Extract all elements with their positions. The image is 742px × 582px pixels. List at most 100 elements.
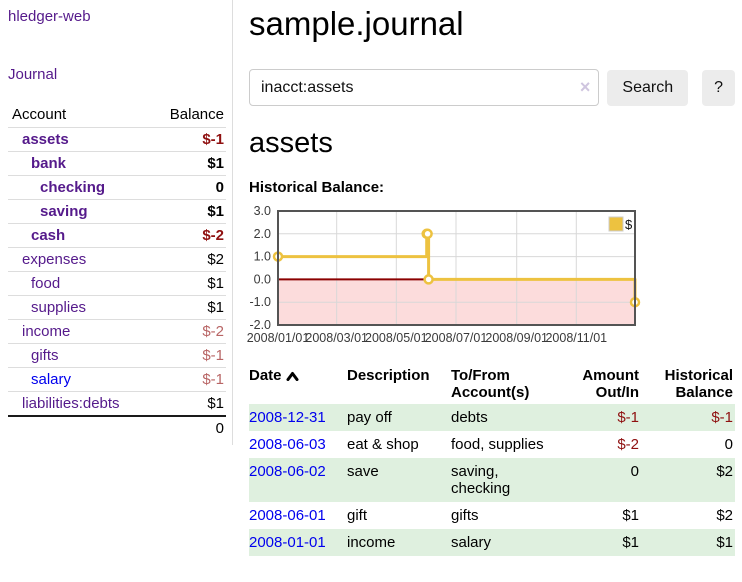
clear-search-icon[interactable]: ×: [579, 77, 591, 97]
transaction-description: eat & shop: [347, 436, 419, 453]
account-row: gifts $-1: [8, 343, 226, 368]
historical-balance-label: Historical Balance:: [249, 179, 385, 196]
transaction-balance: $2: [716, 463, 733, 480]
register-table: Date Description To/From Account(s) Amou…: [249, 364, 735, 556]
account-balance: $1: [150, 151, 226, 176]
transaction-date-link[interactable]: 2008-06-03: [249, 436, 326, 453]
account-row: expenses $2: [8, 247, 226, 272]
accounts-header-account: Account: [8, 103, 151, 128]
accounts-total-value: 0: [150, 414, 226, 440]
search-button[interactable]: Search: [607, 69, 689, 106]
data-point: [423, 274, 434, 285]
transaction-date-link[interactable]: 2008-01-01: [249, 534, 326, 551]
transaction-description: income: [347, 534, 396, 551]
transaction-balance: 0: [724, 436, 733, 453]
x-axis-tick-label: 2008/05/01: [365, 331, 428, 345]
y-axis-tick-label: 0.0: [254, 272, 271, 286]
account-balance: $1: [150, 295, 226, 320]
transaction-balance: $2: [716, 507, 733, 524]
account-link-salary[interactable]: salary: [31, 370, 72, 388]
sort-ascending-icon: [286, 372, 299, 381]
account-balance: $-1: [150, 343, 226, 368]
account-link-checking[interactable]: checking: [40, 178, 106, 196]
account-balance: $1: [150, 199, 226, 224]
y-axis-tick-label: -1.0: [249, 295, 271, 309]
accounts-total-row: 0: [8, 414, 226, 440]
account-link-income[interactable]: income: [22, 322, 71, 340]
account-link-saving[interactable]: saving: [40, 202, 88, 220]
legend-label: $: [625, 217, 633, 232]
transaction-date-link[interactable]: 2008-06-02: [249, 463, 326, 480]
account-row: saving $1: [8, 199, 226, 224]
y-axis-tick-label: 2.0: [254, 227, 271, 241]
register-header-description: Description: [347, 367, 430, 384]
account-link-bank[interactable]: bank: [31, 154, 67, 172]
main-content: sample.journal × Search ? assets Histori…: [247, 0, 735, 556]
accounts-header-row: Account Balance: [8, 103, 226, 128]
account-balance: $-1: [150, 367, 226, 392]
account-row: assets $-1: [8, 127, 226, 152]
account-link-supplies[interactable]: supplies: [31, 298, 87, 316]
register-row: 2008-01-01 income salary $1 $1: [249, 529, 735, 556]
account-link-expenses[interactable]: expenses: [22, 250, 87, 268]
account-row: checking 0: [8, 175, 226, 200]
account-row: salary $-1: [8, 367, 226, 392]
transaction-amount: $-1: [617, 409, 639, 426]
account-link-assets[interactable]: assets: [22, 130, 69, 148]
app-brand-link[interactable]: hledger-web: [8, 8, 91, 25]
transaction-amount: $1: [622, 534, 639, 551]
x-axis-tick-label: 2008/11/01: [545, 331, 607, 345]
page-title: sample.journal: [249, 5, 464, 42]
account-balance: $2: [150, 247, 226, 272]
account-row: liabilities:debts $1: [8, 391, 226, 416]
x-axis-tick-label: 2008/01/01: [247, 331, 310, 345]
transaction-amount: $1: [622, 507, 639, 524]
account-row: supplies $1: [8, 295, 226, 320]
register-row: 2008-06-01 gift gifts $1 $2: [249, 502, 735, 529]
account-row: food $1: [8, 271, 226, 296]
register-header-accounts: To/From Account(s): [451, 367, 530, 401]
account-link-cash[interactable]: cash: [31, 226, 66, 244]
transaction-accounts: gifts: [451, 507, 479, 524]
transaction-balance: $-1: [711, 409, 733, 426]
account-balance: $-2: [150, 319, 226, 344]
transaction-description: save: [347, 463, 379, 480]
balance-chart: $3.0 2.0 1.0 0.0 -1.0 -2.0 2008/01/01 2008/03/0…: [247, 204, 735, 347]
y-axis-tick-label: 1.0: [254, 250, 271, 264]
transaction-balance: $1: [716, 534, 733, 551]
x-axis-tick-label: 2008/07/01: [425, 331, 488, 345]
transaction-date-link[interactable]: 2008-06-01: [249, 507, 326, 524]
date-header-label: Date: [249, 367, 282, 384]
x-axis-tick-label: 2008/03/01: [305, 331, 368, 345]
register-header-date: Date: [249, 364, 347, 404]
account-balance: $1: [150, 391, 226, 416]
search-form: × Search ?: [249, 69, 735, 106]
account-balance: $-2: [150, 223, 226, 248]
accounts-table: Account Balance assets $-1 bank $1 checkin…: [8, 103, 226, 440]
account-link-gifts[interactable]: gifts: [31, 346, 59, 364]
account-link-food[interactable]: food: [31, 274, 61, 292]
transaction-date-link[interactable]: 2008-12-31: [249, 409, 326, 426]
transaction-accounts: food, supplies: [451, 436, 544, 453]
register-row: 2008-12-31 pay off debts $-1 $-1: [249, 404, 735, 431]
register-row: 2008-06-03 eat & shop food, supplies $-2…: [249, 431, 735, 458]
transaction-description: gift: [347, 507, 368, 524]
account-balance: $1: [150, 271, 226, 296]
transaction-accounts: debts: [451, 409, 488, 426]
account-balance: 0: [150, 175, 226, 200]
account-heading: assets: [249, 127, 333, 159]
data-point: [422, 228, 433, 240]
transaction-accounts: saving, checking: [451, 463, 511, 497]
help-button[interactable]: ?: [702, 69, 735, 106]
nav-journal-link[interactable]: Journal: [8, 66, 58, 83]
account-row: bank $1: [8, 151, 226, 176]
transaction-accounts: salary: [451, 534, 492, 551]
search-box: ×: [249, 69, 600, 106]
account-balance: $-1: [150, 127, 226, 152]
balance-chart-canvas: $3.0 2.0 1.0 0.0 -1.0 -2.02008/01/012008/03/0…: [247, 204, 641, 345]
sidebar: hledger-web Journal Account Balance asse…: [0, 0, 233, 445]
register-header-row: Date Description To/From Account(s) Amou…: [249, 364, 735, 404]
x-axis-tick-label: 2008/09/01: [485, 331, 548, 345]
account-link-liabilities-debts[interactable]: liabilities:debts: [22, 394, 120, 412]
search-input[interactable]: [249, 69, 600, 106]
